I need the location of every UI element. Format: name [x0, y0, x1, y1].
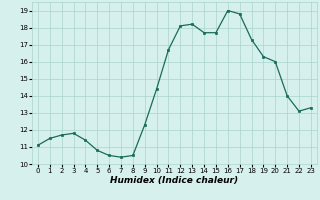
X-axis label: Humidex (Indice chaleur): Humidex (Indice chaleur) [110, 176, 238, 185]
